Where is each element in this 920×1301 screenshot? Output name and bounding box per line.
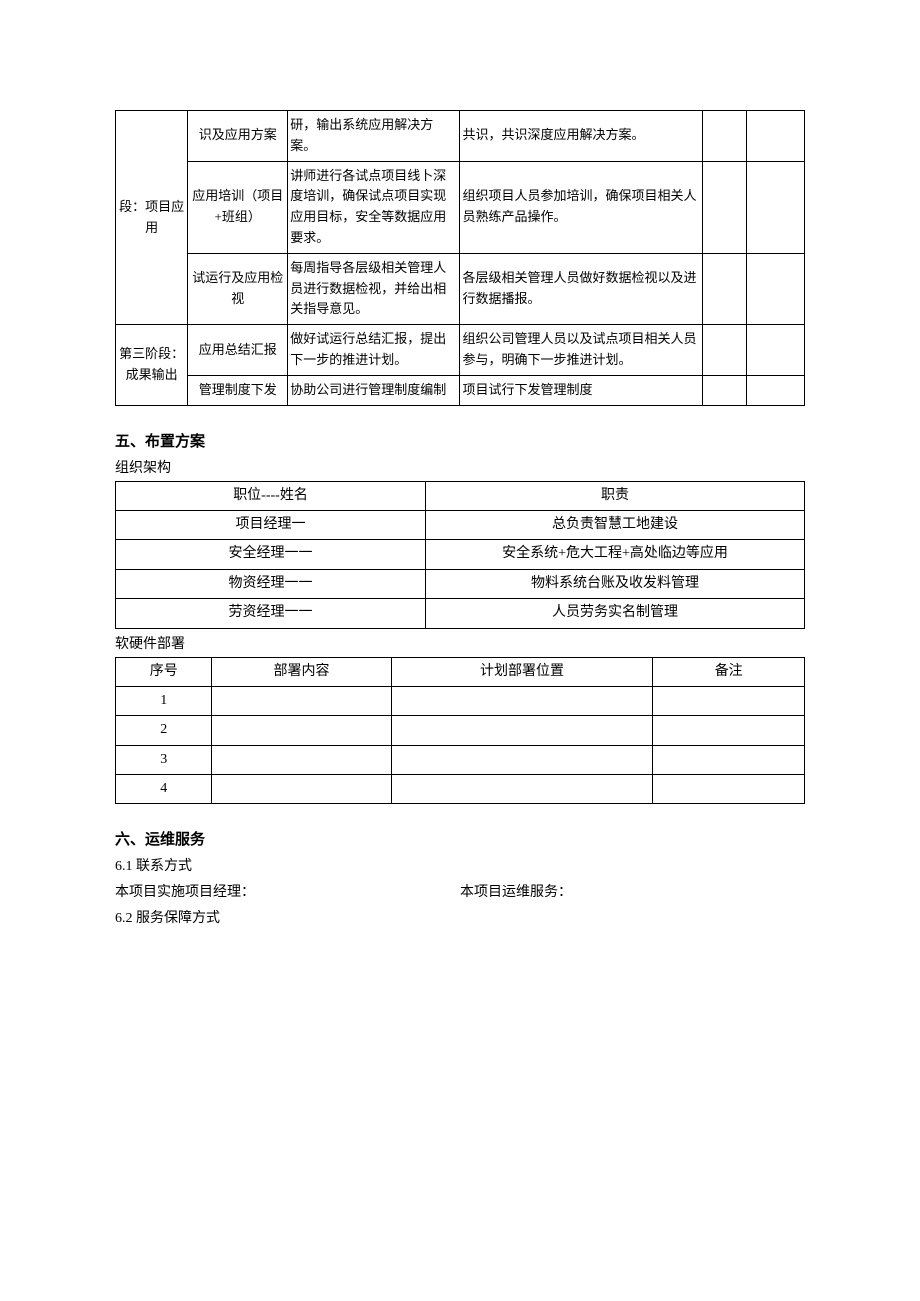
table-row: 2 <box>116 716 805 745</box>
org-cell: 劳资经理一一 <box>116 599 426 628</box>
org-table: 职位----姓名 职责 项目经理一 总负责智慧工地建设 安全经理一一 安全系统+… <box>115 481 805 629</box>
table-row: 3 <box>116 745 805 774</box>
deploy-cell: 3 <box>116 745 212 774</box>
deploy-cell <box>653 745 805 774</box>
org-cell: 物资经理一一 <box>116 569 426 598</box>
deploy-header: 序号 <box>116 657 212 686</box>
desc1-cell: 每周指导各层级相关管理人员进行数据检视，并给出相关指导意见。 <box>288 253 460 324</box>
item-cell: 管理制度下发 <box>188 375 288 405</box>
phase-table: 段：项目应用 识及应用方案 研，输出系统应用解决方案。 共识，共识深度应用解决方… <box>115 110 805 406</box>
deploy-cell <box>391 686 653 715</box>
empty-cell <box>746 253 804 324</box>
deploy-header: 备注 <box>653 657 805 686</box>
table-row: 项目经理一 总负责智慧工地建设 <box>116 510 805 539</box>
deploy-table: 序号 部署内容 计划部署位置 备注 1 2 3 <box>115 657 805 805</box>
deploy-cell <box>653 716 805 745</box>
item-cell: 应用培训（项目+班组） <box>188 161 288 253</box>
stage-cell: 段：项目应用 <box>116 111 188 325</box>
deploy-cell <box>212 686 391 715</box>
section6-heading: 六、运维服务 <box>115 828 805 849</box>
desc1-cell: 讲师进行各试点项目线卜深度培训，确保试点项目实现应用目标，安全等数据应用要求。 <box>288 161 460 253</box>
desc1-cell: 做好试运行总结汇报，提出下一步的推进计划。 <box>288 325 460 376</box>
section5-sub1: 组织架构 <box>115 457 805 477</box>
section6-line1: 6.1 联系方式 <box>115 855 805 875</box>
deploy-cell <box>653 686 805 715</box>
desc2-cell: 项目试行下发管理制度 <box>460 375 702 405</box>
ops-service-label: 本项目运维服务： <box>460 881 805 901</box>
table-row: 物资经理一一 物料系统台账及收发料管理 <box>116 569 805 598</box>
empty-cell <box>702 325 746 376</box>
org-cell: 项目经理一 <box>116 510 426 539</box>
table-row: 劳资经理一一 人员劳务实名制管理 <box>116 599 805 628</box>
org-header-position: 职位----姓名 <box>116 481 426 510</box>
desc1-cell: 研，输出系统应用解决方案。 <box>288 111 460 162</box>
table-row: 第三阶段：成果输出 应用总结汇报 做好试运行总结汇报，提出下一步的推进计划。 组… <box>116 325 805 376</box>
deploy-cell <box>212 775 391 804</box>
desc2-cell: 组织项目人员参加培训，确保项目相关人员熟练产品操作。 <box>460 161 702 253</box>
deploy-cell: 1 <box>116 686 212 715</box>
project-manager-label: 本项目实施项目经理： <box>115 881 460 901</box>
item-cell: 试运行及应用检视 <box>188 253 288 324</box>
org-cell: 安全经理一一 <box>116 540 426 569</box>
empty-cell <box>746 111 804 162</box>
org-cell: 物料系统台账及收发料管理 <box>426 569 805 598</box>
table-row: 段：项目应用 识及应用方案 研，输出系统应用解决方案。 共识，共识深度应用解决方… <box>116 111 805 162</box>
table-row: 试运行及应用检视 每周指导各层级相关管理人员进行数据检视，并给出相关指导意见。 … <box>116 253 805 324</box>
empty-cell <box>702 161 746 253</box>
deploy-cell <box>212 716 391 745</box>
empty-cell <box>702 111 746 162</box>
deploy-cell <box>391 716 653 745</box>
org-cell: 人员劳务实名制管理 <box>426 599 805 628</box>
item-cell: 应用总结汇报 <box>188 325 288 376</box>
table-row: 序号 部署内容 计划部署位置 备注 <box>116 657 805 686</box>
deploy-cell <box>391 745 653 774</box>
table-row: 管理制度下发 协助公司进行管理制度编制 项目试行下发管理制度 <box>116 375 805 405</box>
table-row: 4 <box>116 775 805 804</box>
section5-sub2: 软硬件部署 <box>115 633 805 653</box>
deploy-cell <box>212 745 391 774</box>
deploy-header: 计划部署位置 <box>391 657 653 686</box>
section6-contact-row: 本项目实施项目经理： 本项目运维服务： <box>115 881 805 901</box>
empty-cell <box>746 375 804 405</box>
empty-cell <box>746 161 804 253</box>
stage-cell: 第三阶段：成果输出 <box>116 325 188 405</box>
empty-cell <box>702 253 746 324</box>
table-row: 应用培训（项目+班组） 讲师进行各试点项目线卜深度培训，确保试点项目实现应用目标… <box>116 161 805 253</box>
table-row: 1 <box>116 686 805 715</box>
org-cell: 安全系统+危大工程+高处临边等应用 <box>426 540 805 569</box>
empty-cell <box>746 325 804 376</box>
deploy-cell: 4 <box>116 775 212 804</box>
org-header-duty: 职责 <box>426 481 805 510</box>
table-row: 安全经理一一 安全系统+危大工程+高处临边等应用 <box>116 540 805 569</box>
deploy-cell <box>653 775 805 804</box>
deploy-header: 部署内容 <box>212 657 391 686</box>
section6-line3: 6.2 服务保障方式 <box>115 907 805 927</box>
desc2-cell: 共识，共识深度应用解决方案。 <box>460 111 702 162</box>
empty-cell <box>702 375 746 405</box>
desc2-cell: 组织公司管理人员以及试点项目相关人员参与，明确下一步推进计划。 <box>460 325 702 376</box>
org-cell: 总负责智慧工地建设 <box>426 510 805 539</box>
deploy-cell: 2 <box>116 716 212 745</box>
table-row: 职位----姓名 职责 <box>116 481 805 510</box>
desc2-cell: 各层级相关管理人员做好数据检视以及进行数据播报。 <box>460 253 702 324</box>
deploy-cell <box>391 775 653 804</box>
desc1-cell: 协助公司进行管理制度编制 <box>288 375 460 405</box>
item-cell: 识及应用方案 <box>188 111 288 162</box>
section5-heading: 五、布置方案 <box>115 430 805 451</box>
